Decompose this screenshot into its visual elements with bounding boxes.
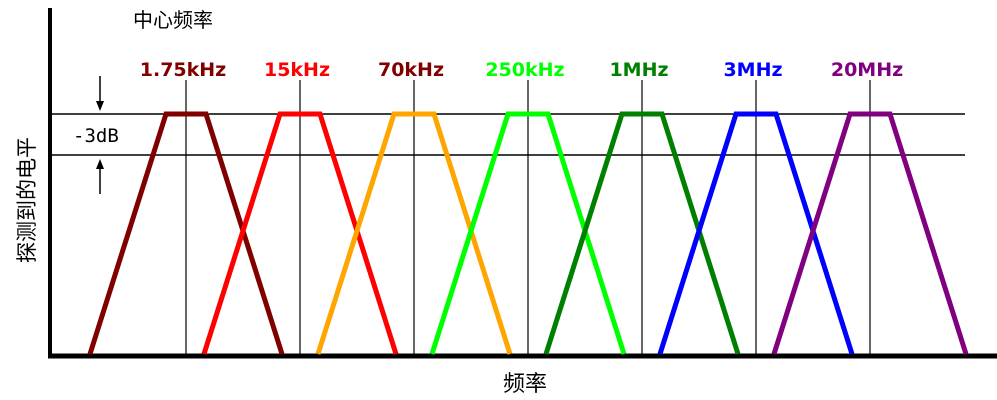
band-label-250khz: 250kHz [485, 59, 564, 81]
band-label-70khz: 70kHz [378, 59, 444, 81]
band-20mhz [771, 111, 969, 355]
x-axis-label: 频率 [503, 372, 547, 397]
band-labels: 1.75kHz 15kHz 70kHz 250kHz 1MHz 3MHz 20MHz [140, 59, 903, 81]
minus-3db-label: -3dB [73, 125, 119, 147]
band-label-20mhz: 20MHz [831, 59, 903, 81]
band-label-15khz: 15kHz [264, 59, 330, 81]
y-axis-label: 探测到的电平 [15, 137, 39, 263]
center-frequency-lines [185, 80, 871, 356]
up-arrow-icon [96, 159, 104, 169]
filter-bands [87, 111, 969, 355]
band-label-1-75khz: 1.75kHz [140, 59, 226, 81]
band-label-1mhz: 1MHz [609, 59, 668, 81]
minus-3db-marker: -3dB [73, 76, 119, 194]
chart-title: 中心频率 [133, 8, 213, 32]
band-label-3mhz: 3MHz [723, 59, 782, 81]
down-arrow-icon [96, 101, 104, 111]
